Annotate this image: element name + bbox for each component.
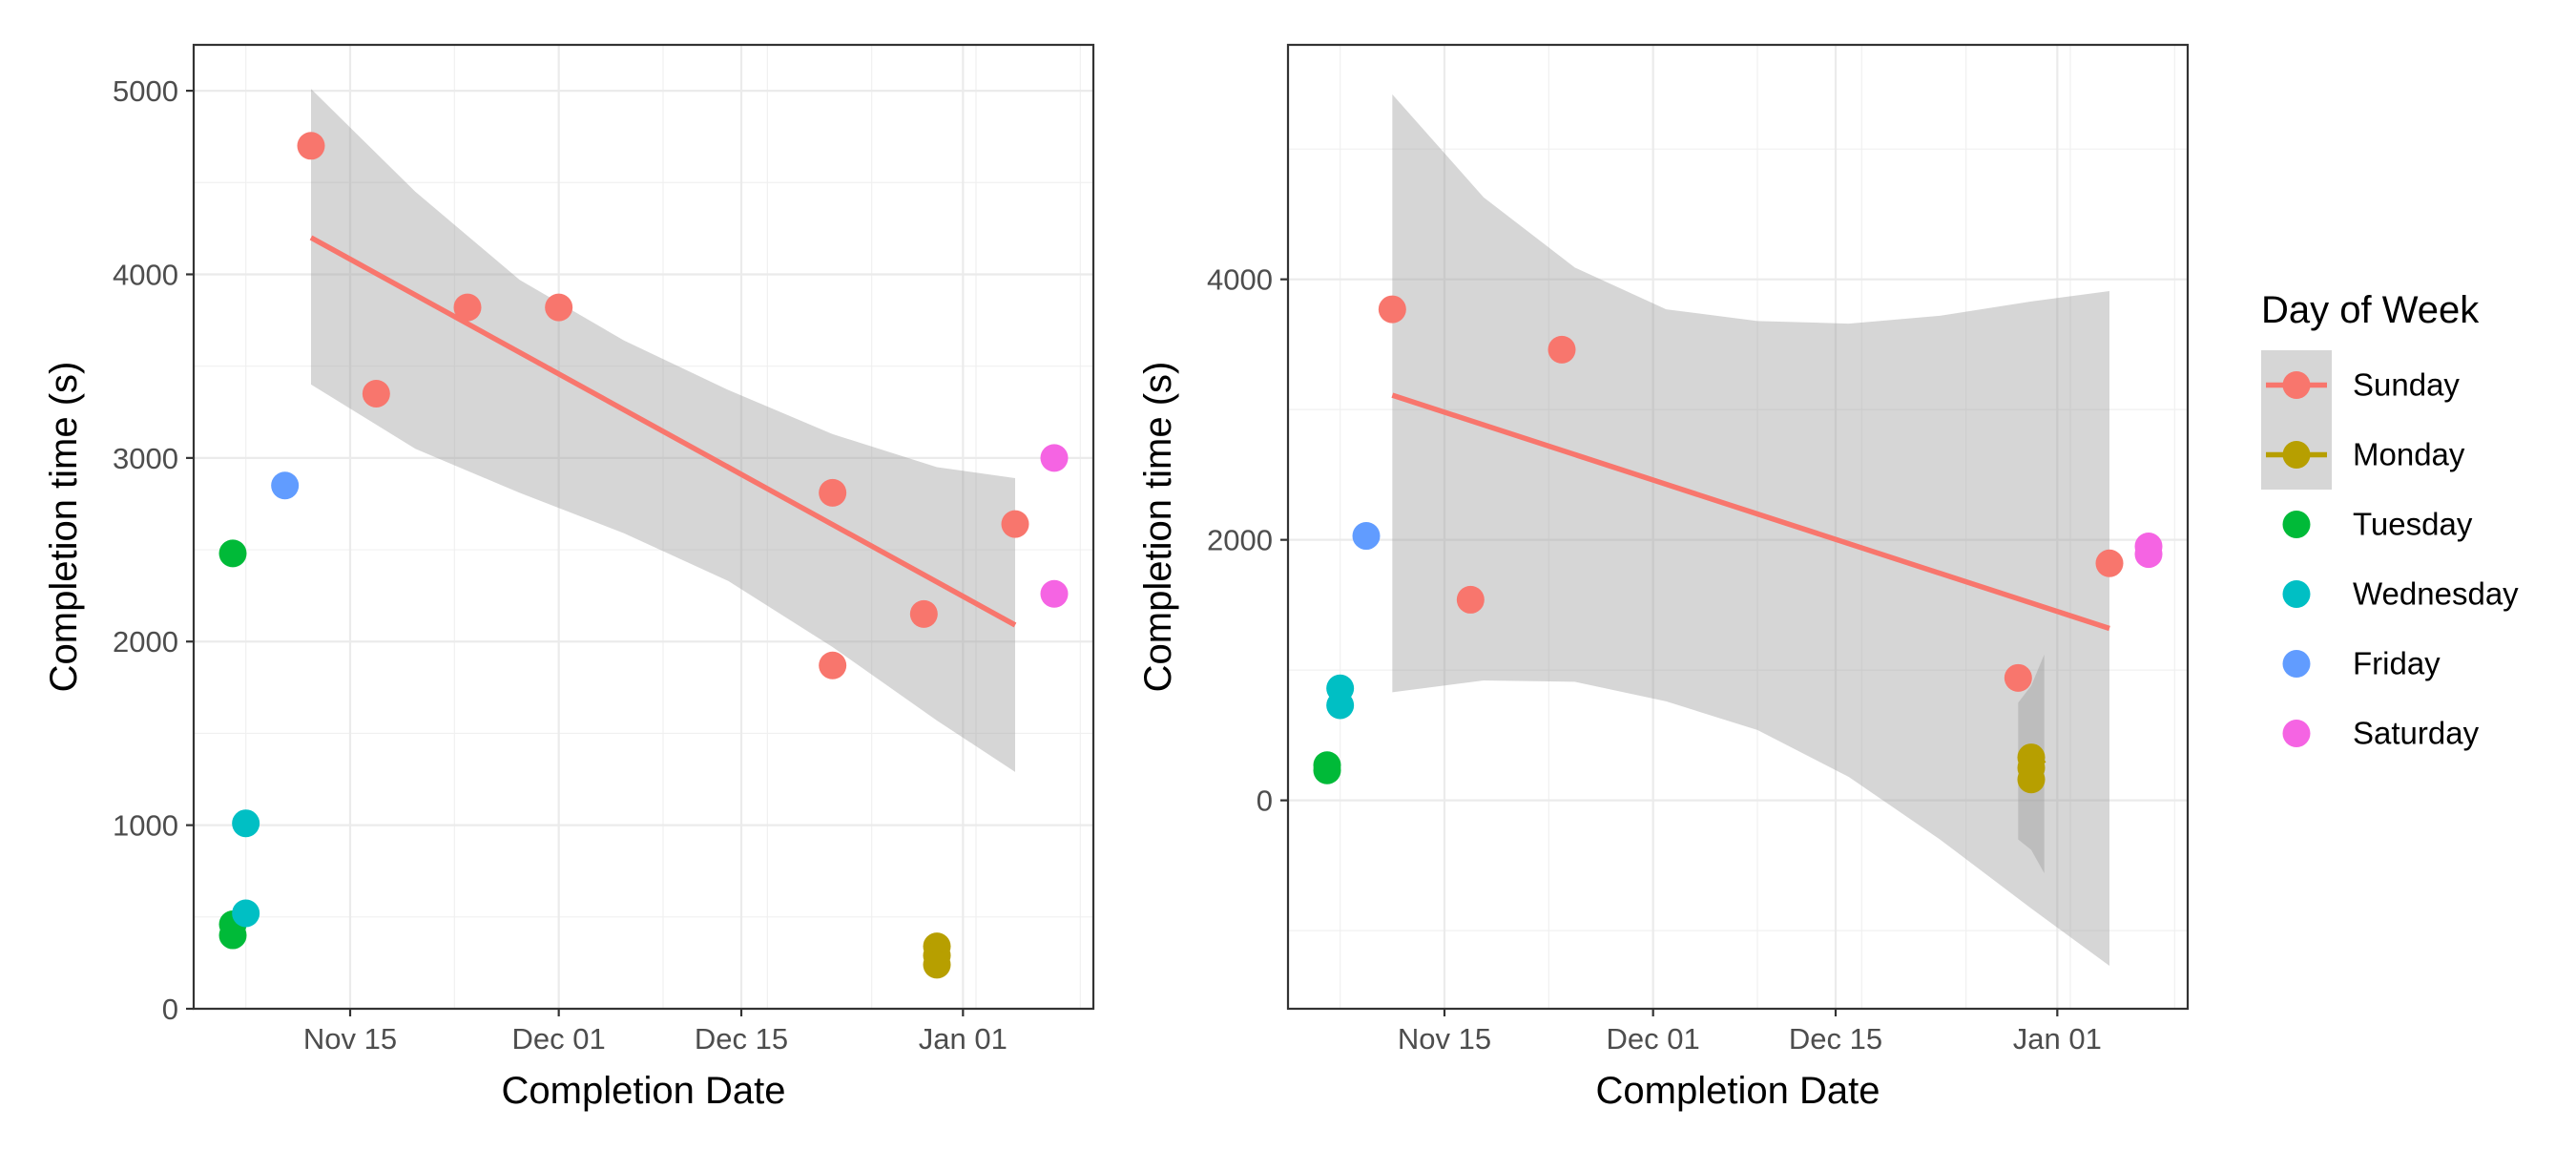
y-tick-label: 2000 [113, 625, 178, 659]
legend-key-point [2282, 511, 2311, 538]
panel-border [1286, 43, 2190, 1011]
legend-label: Sunday [2353, 367, 2460, 403]
x-axis-title: Completion Date [502, 1070, 786, 1112]
data-point-sunday [1001, 510, 1029, 538]
x-tick-label: Jan 01 [919, 1022, 1008, 1056]
data-point-sunday [819, 651, 847, 680]
y-tick-label: 4000 [1207, 263, 1273, 297]
y-tick-label: 0 [162, 993, 178, 1026]
legend: Day of Week Sunday Monday Tuesday Wednesday F… [2261, 289, 2519, 768]
y-axis-title: Completion time (s) [43, 362, 85, 693]
data-point-tuesday [218, 539, 247, 568]
x-tick-label: Dec 01 [1607, 1022, 1700, 1056]
y-tick-label: 4000 [113, 258, 178, 291]
x-tick-label: Dec 01 [512, 1022, 606, 1056]
data-point-wednesday [232, 899, 260, 928]
data-point-sunday [2095, 549, 2124, 577]
x-tick-label: Jan 01 [2013, 1022, 2102, 1056]
data-point-friday [1352, 522, 1381, 551]
data-point-saturday [1040, 444, 1069, 472]
legend-key-point [2282, 441, 2311, 469]
data-point-friday [271, 471, 300, 500]
data-point-wednesday [232, 809, 260, 838]
chart-right: Nov 15 Dec 01 Dec 15 Jan 01 0 2000 4000 Complet… [1137, 43, 2190, 1112]
data-point-sunday [1456, 585, 1485, 614]
plot-panel [194, 45, 1093, 1009]
x-axis-title: Completion Date [1596, 1070, 1880, 1112]
data-point-sunday [362, 380, 390, 408]
x-tick-label: Nov 15 [303, 1022, 397, 1056]
x-tick-label: Dec 15 [695, 1022, 788, 1056]
legend-key-point [2282, 580, 2311, 608]
data-point-saturday [1040, 579, 1069, 608]
y-tick-label: 1000 [113, 809, 178, 843]
data-point-sunday [819, 478, 847, 507]
legend-label: Wednesday [2353, 576, 2519, 612]
legend-key-point [2282, 371, 2311, 399]
legend-label: Monday [2353, 437, 2465, 472]
legend-label: Tuesday [2353, 507, 2473, 542]
data-point-sunday [909, 599, 938, 628]
fit-line-sunday [309, 235, 1017, 628]
chart-left: Nov 15 Dec 01 Dec 15 Jan 01 0 1000 2000 3000 400… [43, 43, 1095, 1112]
legend-label: Friday [2353, 646, 2441, 681]
data-point-sunday [297, 132, 325, 160]
plot-panel [1288, 45, 2188, 1009]
y-tick-label: 5000 [113, 74, 178, 108]
x-tick-label: Nov 15 [1398, 1022, 1491, 1056]
data-point-sunday [1378, 295, 1406, 324]
data-point-sunday [453, 293, 482, 322]
legend-key-point [2282, 720, 2311, 747]
data-point-tuesday [1313, 756, 1341, 784]
panel-border [192, 43, 1095, 1011]
y-tick-label: 0 [1257, 784, 1273, 818]
data-point-monday [2017, 765, 2046, 794]
data-point-sunday [1548, 335, 1576, 364]
fit-line-sunday [1391, 392, 2110, 632]
y-axis-title: Completion time (s) [1137, 362, 1179, 693]
legend-key-point [2282, 650, 2311, 678]
confidence-band-sunday [1392, 94, 2109, 966]
data-point-tuesday [218, 921, 247, 950]
y-tick-label: 3000 [113, 442, 178, 475]
data-point-sunday [545, 293, 573, 322]
data-point-wednesday [1326, 691, 1355, 720]
legend-label: Saturday [2353, 716, 2480, 751]
y-tick-label: 2000 [1207, 524, 1273, 557]
data-point-saturday [2134, 540, 2163, 569]
data-point-monday [923, 951, 951, 979]
legend-title: Day of Week [2261, 289, 2480, 331]
x-tick-label: Dec 15 [1789, 1022, 1882, 1056]
data-point-sunday [2004, 663, 2032, 692]
